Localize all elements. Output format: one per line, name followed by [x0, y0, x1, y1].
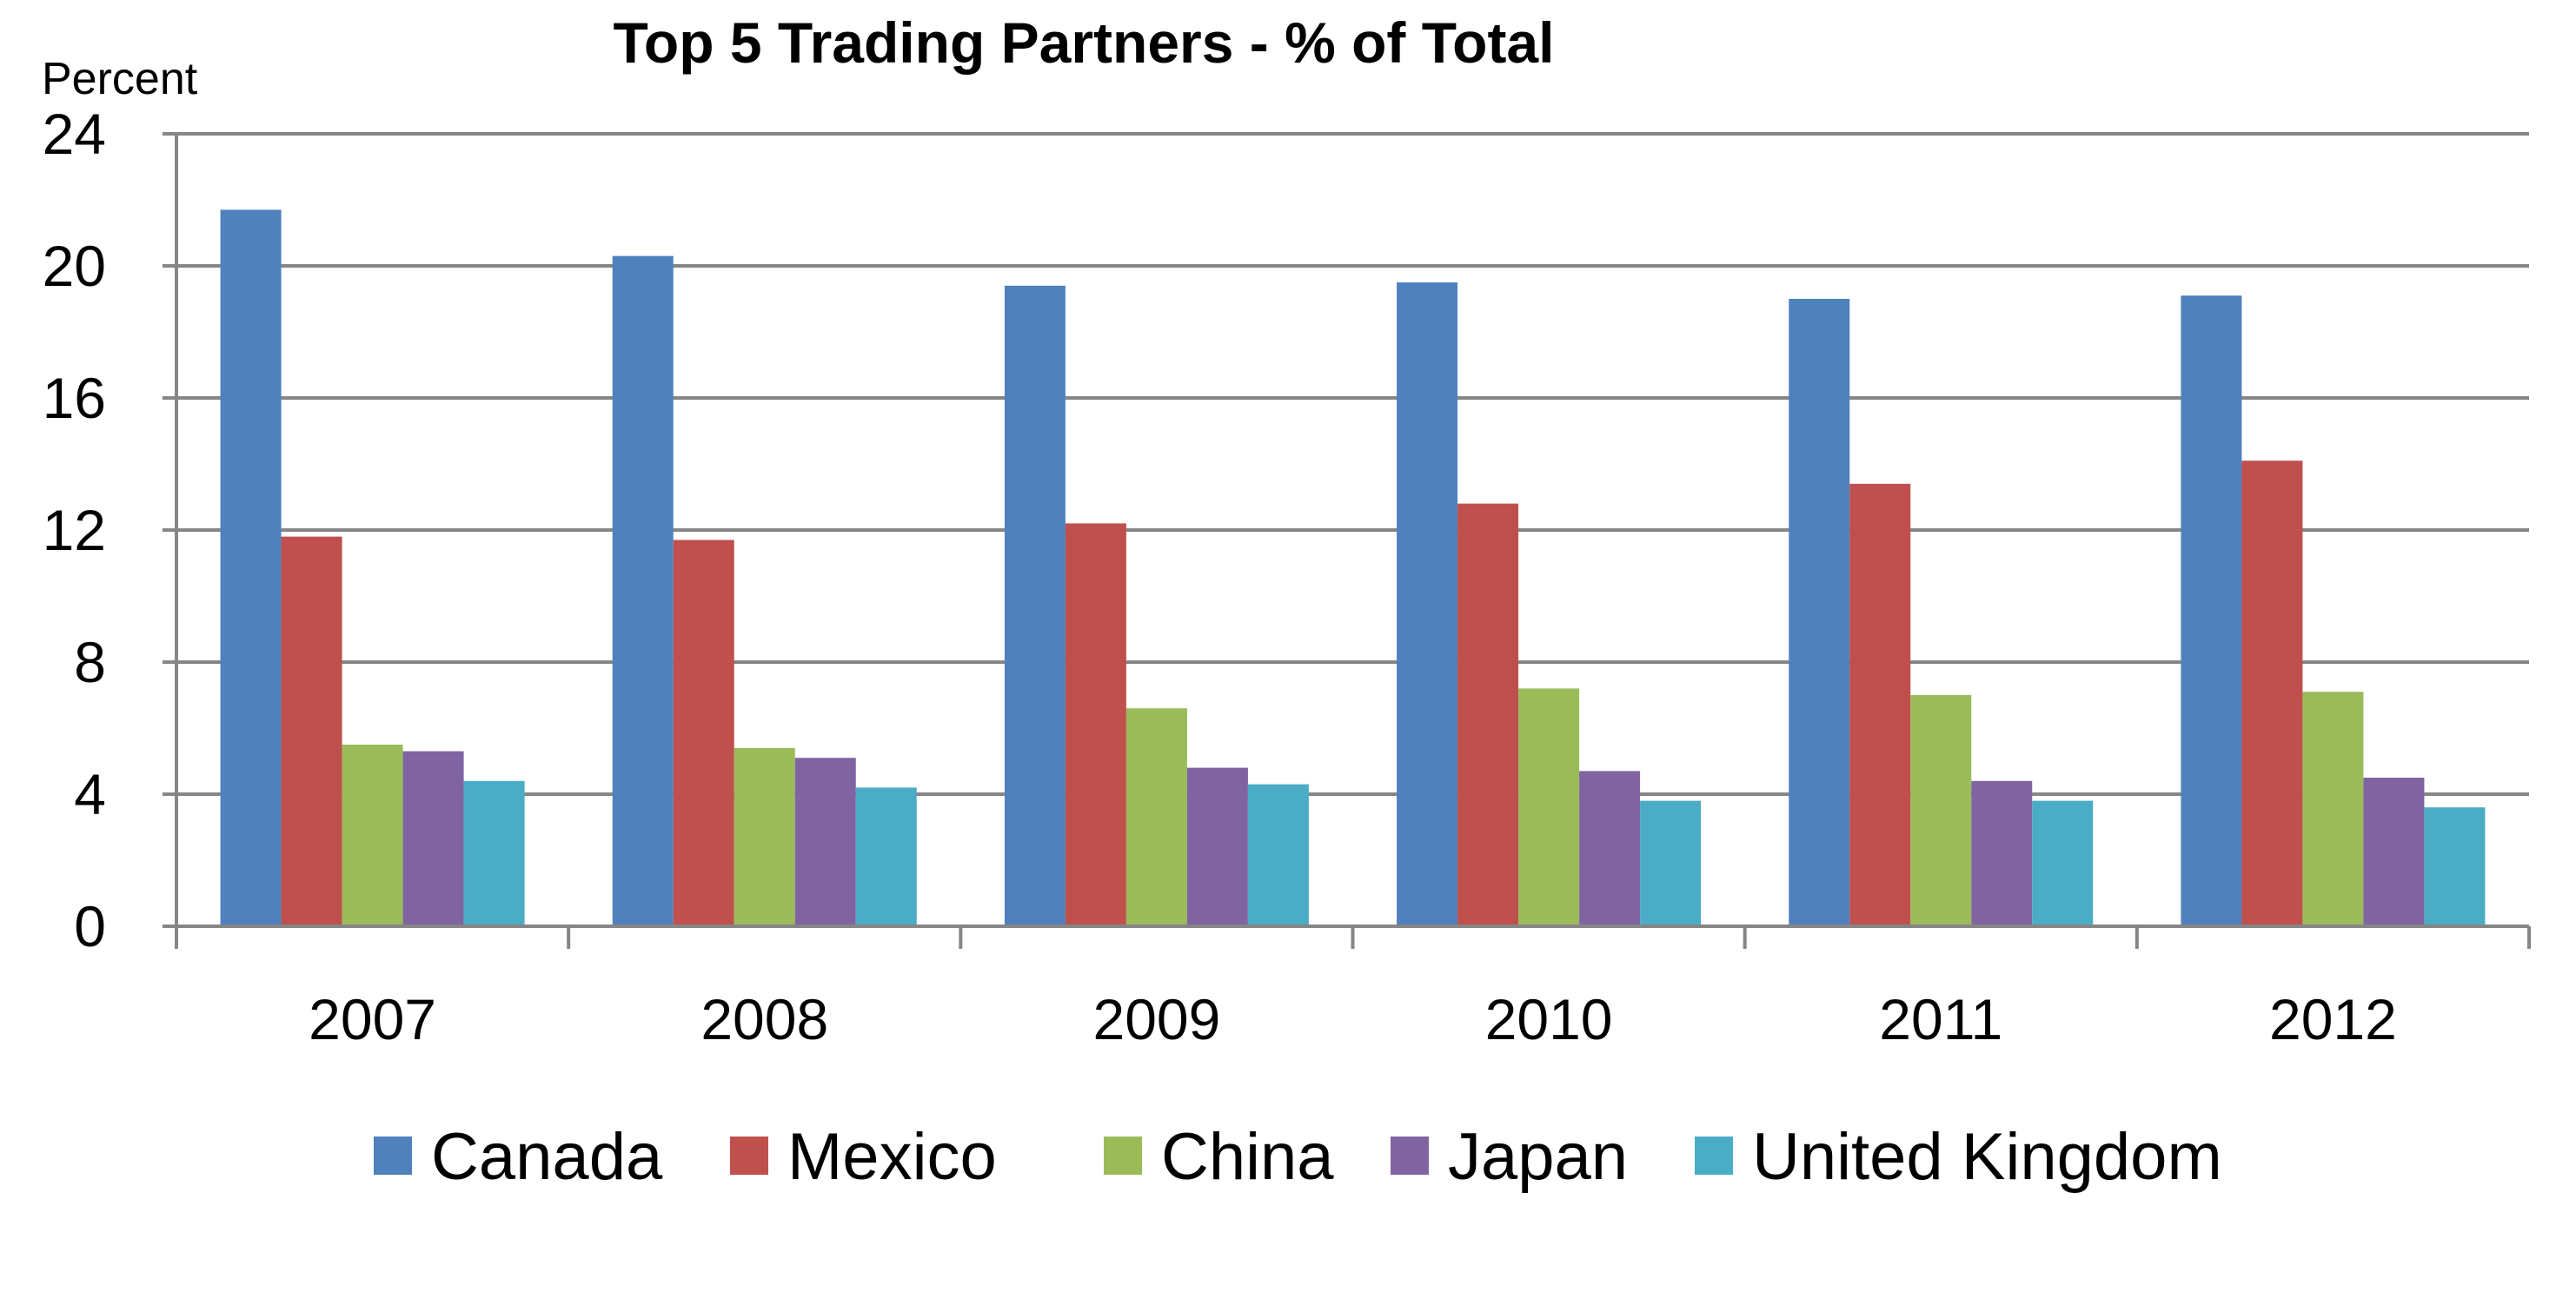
bar-canada-2011	[1789, 299, 1850, 926]
legend-swatch-united-kingdom	[1695, 1137, 1733, 1175]
legend: Canada Mexico China Japan United Kingdom	[374, 1120, 2222, 1194]
bar-japan-2010	[1579, 771, 1641, 926]
gridlines	[176, 132, 2529, 796]
x-tick-label-2010: 2010	[1485, 987, 1613, 1051]
bar-united-kingdom-2008	[855, 787, 917, 926]
y-tick-labels: 0 4 8 12 16 20 24	[43, 102, 106, 958]
bar-china-2009	[1125, 708, 1187, 926]
y-tick-label: 20	[43, 234, 106, 298]
legend-swatch-canada	[374, 1137, 412, 1175]
legend-label-japan: Japan	[1448, 1120, 1628, 1194]
bar-mexico-2010	[1457, 503, 1519, 926]
y-tick-label: 4	[74, 762, 106, 826]
legend-label-mexico: Mexico	[787, 1120, 997, 1194]
bar-united-kingdom-2009	[1247, 784, 1309, 926]
y-tick-label: 8	[74, 630, 106, 694]
bar-canada-2008	[612, 255, 674, 927]
legend-swatch-china	[1104, 1137, 1142, 1175]
y-tick-label: 24	[43, 102, 106, 166]
bar-united-kingdom-2011	[2032, 800, 2094, 926]
bar-china-2007	[342, 745, 403, 926]
legend-swatch-japan	[1391, 1137, 1429, 1175]
bar-japan-2007	[402, 751, 464, 926]
x-tick-label-2007: 2007	[309, 987, 436, 1051]
x-tick-label-2011: 2011	[1879, 987, 2002, 1051]
bar-united-kingdom-2007	[463, 780, 525, 926]
bar-japan-2012	[2363, 778, 2425, 926]
legend-swatch-mexico	[730, 1137, 768, 1175]
chart-title: Top 5 Trading Partners - % of Total	[614, 10, 1555, 75]
bar-mexico-2012	[2241, 461, 2303, 926]
bar-china-2012	[2302, 692, 2364, 926]
bars	[220, 209, 2486, 927]
y-axis-unit-label: Percent	[42, 54, 198, 104]
bar-china-2010	[1518, 688, 1580, 926]
x-tick-label-2009: 2009	[1093, 987, 1221, 1051]
axes	[163, 132, 2531, 949]
bar-canada-2009	[1004, 285, 1066, 926]
bar-mexico-2011	[1849, 483, 1911, 926]
bar-united-kingdom-2010	[1640, 800, 1702, 926]
bar-mexico-2009	[1065, 523, 1126, 926]
legend-label-china: China	[1161, 1120, 1334, 1194]
bar-canada-2007	[220, 209, 282, 926]
x-tick-label-2012: 2012	[2269, 987, 2397, 1051]
legend-label-united-kingdom: United Kingdom	[1752, 1120, 2222, 1194]
bar-canada-2012	[2181, 295, 2242, 926]
bar-mexico-2007	[281, 536, 342, 926]
bar-japan-2009	[1186, 767, 1248, 926]
y-tick-label: 16	[43, 366, 106, 430]
x-tick-label-2008: 2008	[700, 987, 828, 1051]
y-tick-label: 12	[43, 498, 106, 562]
x-tick-labels: 2007 2008 2009 2010 2011 2012	[309, 987, 2397, 1051]
bar-china-2008	[734, 747, 795, 926]
bar-united-kingdom-2012	[2424, 807, 2486, 926]
bar-japan-2008	[794, 758, 856, 926]
bar-japan-2011	[1971, 780, 2033, 926]
bar-china-2011	[1910, 695, 1972, 926]
bar-mexico-2008	[673, 540, 734, 926]
bar-canada-2010	[1397, 282, 1458, 926]
y-tick-label: 0	[74, 894, 106, 958]
legend-label-canada: Canada	[431, 1120, 663, 1194]
